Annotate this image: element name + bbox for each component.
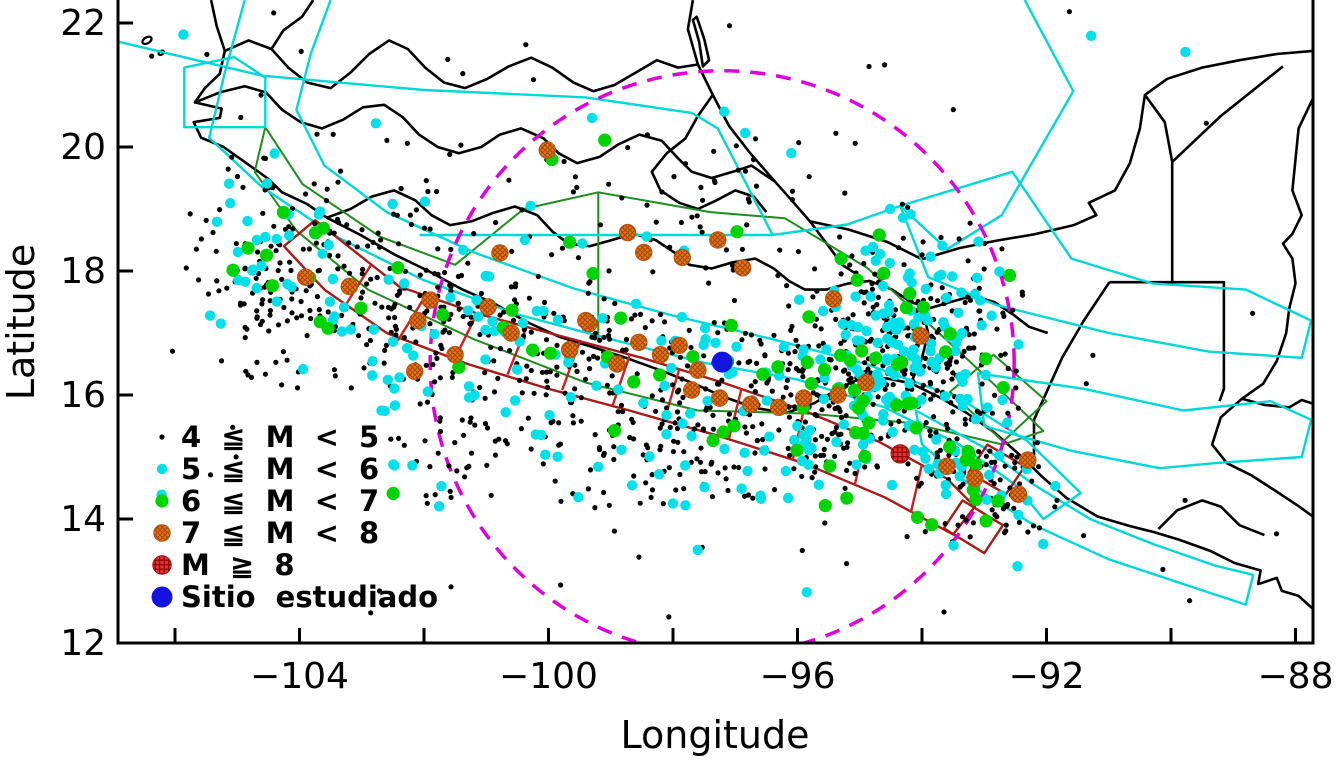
x-tick-label: −100 (499, 656, 598, 697)
legend: 4 ≦ M < 5 5 ≦ M < 6 6 ≦ M < 7 7 ≦ M < 8 … (151, 420, 438, 614)
legend-item-m8: M ≧ 8 (152, 548, 295, 582)
legend-item-m5: 5 ≦ M < 6 (156, 452, 379, 486)
tick-labels: −104 −100 −96 −92 −88 12 14 16 18 20 22 (60, 3, 1333, 697)
legend-item-m6: 6 ≦ M < 7 (155, 484, 379, 518)
legend-marker-m7 (153, 524, 171, 542)
x-tick-label: −96 (760, 656, 836, 697)
legend-label-m8: M ≧ 8 (181, 548, 295, 582)
x-axis-title: Longitude (621, 713, 810, 757)
legend-marker-m8 (152, 555, 172, 575)
y-tick-label: 12 (60, 623, 106, 664)
legend-label-m6: 6 ≦ M < 7 (181, 484, 379, 518)
x-tick-label: −92 (1009, 656, 1085, 697)
legend-label-m4: 4 ≦ M < 5 (181, 420, 379, 454)
legend-label-site: Sitio estudiado (181, 580, 438, 614)
legend-marker-m6 (155, 494, 169, 508)
legend-marker-site (151, 586, 173, 608)
axes-frame (116, 0, 1315, 645)
legend-label-m7: 7 ≦ M < 8 (181, 516, 379, 550)
y-tick-label: 18 (60, 251, 106, 292)
y-tick-label: 16 (60, 375, 106, 416)
search-radius-circle (428, 69, 1016, 643)
legend-marker-m4 (159, 434, 165, 440)
legend-item-m7: 7 ≦ M < 8 (153, 516, 379, 550)
legend-item-m4: 4 ≦ M < 5 (159, 420, 379, 454)
legend-marker-m5 (156, 463, 168, 475)
y-tick-label: 22 (60, 3, 106, 44)
x-tick-label: −88 (1258, 656, 1334, 697)
earthquake-points (149, 9, 1280, 620)
y-tick-label: 14 (60, 499, 106, 540)
legend-item-site: Sitio estudiado (151, 580, 438, 614)
y-tick-label: 20 (60, 127, 106, 168)
y-axis-title: Latitude (0, 244, 43, 400)
legend-label-m5: 5 ≦ M < 6 (181, 452, 379, 486)
x-tick-label: −104 (250, 656, 349, 697)
